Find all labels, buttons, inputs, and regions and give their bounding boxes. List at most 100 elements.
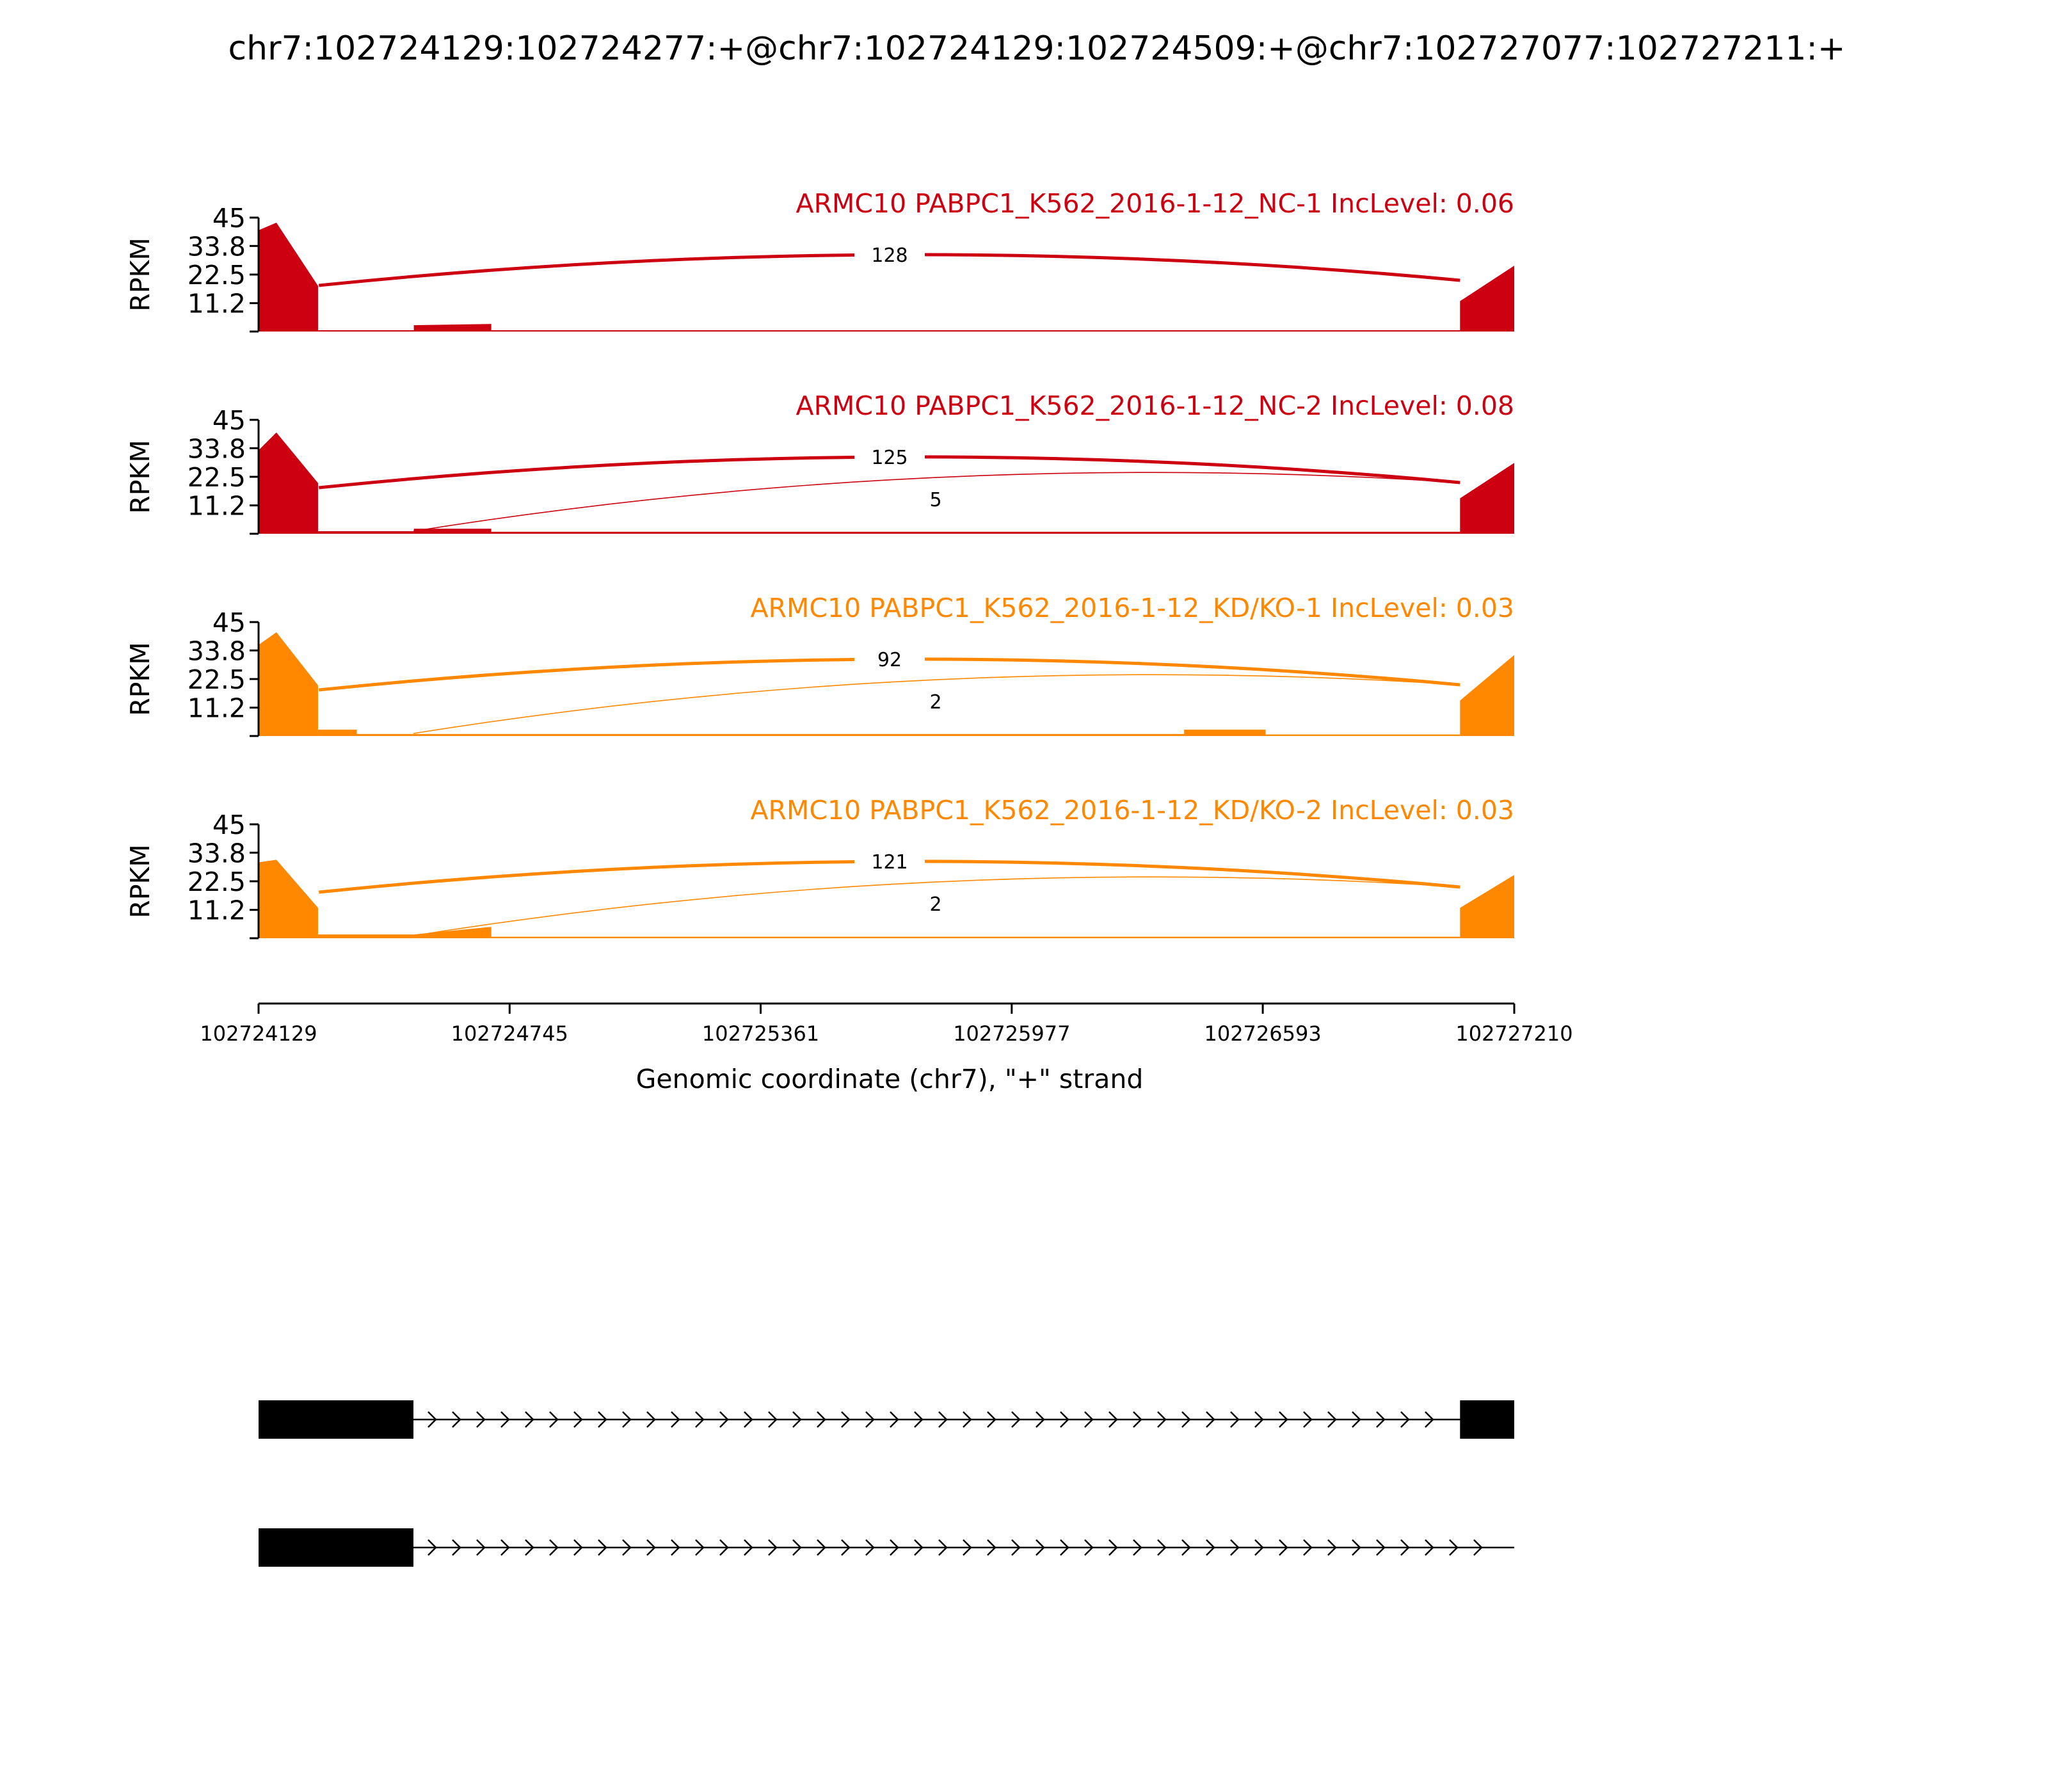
- y-tick-label: 22.5: [188, 867, 246, 897]
- strand-arrow: [792, 1539, 802, 1556]
- coverage-segment: [1460, 655, 1514, 736]
- junction-count-label: 2: [929, 691, 941, 714]
- coverage-segment: [1265, 734, 1460, 736]
- y-tick-label: 22.5: [188, 462, 246, 493]
- exon-block: [259, 1528, 413, 1567]
- strand-arrow: [1011, 1411, 1021, 1428]
- strand-arrow: [1133, 1539, 1142, 1556]
- junction-count-label: 92: [877, 649, 902, 671]
- y-axis-label: RPKM: [125, 642, 156, 716]
- coverage-segment: [259, 860, 318, 938]
- coverage-segment: [1460, 266, 1514, 332]
- strand-arrow: [476, 1411, 486, 1428]
- strand-arrow: [500, 1539, 510, 1556]
- junction-label-bg: [854, 646, 925, 672]
- strand-arrow: [1327, 1539, 1337, 1556]
- strand-arrow: [914, 1411, 924, 1428]
- x-tick-label: 102725361: [702, 1021, 819, 1046]
- strand-arrow: [987, 1539, 996, 1556]
- strand-arrow: [428, 1411, 437, 1428]
- track-label: ARMC10 PABPC1_K562_2016-1-12_NC-2 IncLev…: [796, 390, 1514, 421]
- strand-arrow: [525, 1539, 534, 1556]
- strand-arrow: [622, 1539, 632, 1556]
- junction-count-label: 5: [929, 489, 941, 511]
- strand-arrow: [1108, 1539, 1118, 1556]
- strand-arrow: [1157, 1539, 1167, 1556]
- y-tick-label: 22.5: [188, 664, 246, 695]
- y-tick-label: 33.8: [188, 636, 246, 666]
- strand-arrow: [1060, 1539, 1069, 1556]
- strand-arrow: [865, 1411, 875, 1428]
- coverage-segment: [259, 632, 318, 736]
- strand-arrow: [841, 1539, 851, 1556]
- coverage-segment: [491, 936, 1460, 938]
- coverage-segment: [317, 531, 414, 534]
- strand-arrow: [1084, 1539, 1094, 1556]
- strand-arrow: [1084, 1411, 1094, 1428]
- x-axis: Genomic coordinate (chr7), "+" strand 10…: [200, 1002, 1573, 1094]
- strand-arrow: [671, 1411, 680, 1428]
- coverage-segment: [259, 432, 318, 534]
- strand-arrow: [573, 1539, 583, 1556]
- strand-arrow: [744, 1411, 753, 1428]
- exon-block: [259, 1400, 413, 1439]
- y-tick-label: 45: [212, 607, 246, 638]
- coverage-segment: [413, 324, 492, 332]
- strand-arrow: [1400, 1411, 1410, 1428]
- strand-arrow: [987, 1411, 996, 1428]
- strand-arrow: [1473, 1539, 1483, 1556]
- junction-count-label: 121: [871, 851, 908, 874]
- gene-model-2: [259, 1528, 1514, 1567]
- chart-title: chr7:102724129:102724277:+@chr7:10272412…: [228, 29, 1846, 68]
- strand-arrow: [1303, 1539, 1313, 1556]
- strand-arrow: [598, 1539, 607, 1556]
- strand-arrow: [768, 1539, 778, 1556]
- strand-arrow: [1206, 1411, 1215, 1428]
- junction-count-label: 125: [871, 447, 908, 469]
- strand-arrow: [1181, 1539, 1191, 1556]
- coverage-segment: [1460, 875, 1514, 938]
- x-axis-label: Genomic coordinate (chr7), "+" strand: [636, 1064, 1144, 1094]
- coverage-segment: [317, 730, 357, 736]
- strand-arrow: [1036, 1411, 1045, 1428]
- strand-arrow: [1181, 1411, 1191, 1428]
- strand-arrow: [1425, 1539, 1434, 1556]
- strand-arrow: [1230, 1539, 1240, 1556]
- strand-arrow: [549, 1411, 559, 1428]
- strand-arrow: [598, 1411, 607, 1428]
- strand-arrow: [1425, 1411, 1434, 1428]
- junction-label-bg: [900, 689, 971, 714]
- strand-arrow: [549, 1539, 559, 1556]
- strand-arrow: [1060, 1411, 1069, 1428]
- strand-arrow: [1376, 1539, 1386, 1556]
- strand-arrow: [817, 1411, 826, 1428]
- strand-arrow: [890, 1411, 899, 1428]
- x-tick-label: 102724745: [451, 1021, 568, 1046]
- junction-label-bg: [900, 486, 971, 512]
- strand-arrow: [695, 1411, 705, 1428]
- y-tick-label: 33.8: [188, 433, 246, 464]
- strand-arrow: [1279, 1539, 1288, 1556]
- strand-arrow: [622, 1411, 632, 1428]
- strand-arrow: [428, 1539, 437, 1556]
- strand-arrow: [1108, 1411, 1118, 1428]
- exon-block: [1460, 1400, 1514, 1439]
- strand-arrow: [817, 1539, 826, 1556]
- gene-model-1: [259, 1400, 1514, 1439]
- strand-arrow: [500, 1411, 510, 1428]
- x-tick-label: 102724129: [200, 1021, 317, 1046]
- coverage-segment: [1460, 463, 1514, 534]
- y-axis-label: RPKM: [125, 440, 156, 513]
- coverage-segment: [356, 733, 1185, 736]
- y-tick-label: 11.2: [188, 491, 246, 522]
- coverage-segment: [317, 934, 414, 938]
- y-tick-label: 33.8: [188, 838, 246, 868]
- coverage-segment: [1184, 730, 1266, 736]
- strand-arrow: [1230, 1411, 1240, 1428]
- x-tick-label: 102726593: [1204, 1021, 1321, 1046]
- coverage-segment: [413, 927, 492, 938]
